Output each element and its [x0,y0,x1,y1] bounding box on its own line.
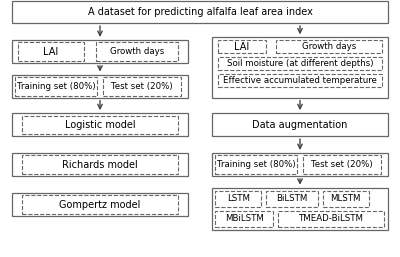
Text: Effective accumulated temperature: Effective accumulated temperature [223,76,377,85]
FancyBboxPatch shape [278,211,384,227]
Text: Test set (20%): Test set (20%) [311,160,373,169]
FancyBboxPatch shape [96,42,178,61]
FancyBboxPatch shape [303,155,381,174]
Text: A dataset for predicting alfalfa leaf area index: A dataset for predicting alfalfa leaf ar… [88,7,312,17]
FancyBboxPatch shape [212,188,388,230]
Text: Logistic model: Logistic model [65,120,135,130]
Text: Richards model: Richards model [62,160,138,170]
Text: LAI: LAI [234,42,250,51]
Text: MBiLSTM: MBiLSTM [225,214,264,224]
FancyBboxPatch shape [12,1,388,23]
FancyBboxPatch shape [15,77,97,96]
FancyBboxPatch shape [212,153,388,176]
FancyBboxPatch shape [215,211,273,227]
FancyBboxPatch shape [18,42,84,61]
FancyBboxPatch shape [266,191,318,207]
Text: BiLSTM: BiLSTM [276,194,308,204]
FancyBboxPatch shape [22,116,178,134]
Text: Training set (80%): Training set (80%) [217,160,296,169]
FancyBboxPatch shape [215,191,261,207]
Text: LAI: LAI [43,47,59,57]
FancyBboxPatch shape [103,77,181,96]
FancyBboxPatch shape [12,75,188,98]
FancyBboxPatch shape [218,74,382,87]
FancyBboxPatch shape [218,40,266,53]
FancyBboxPatch shape [212,37,388,98]
Text: Test set (20%): Test set (20%) [111,82,173,91]
FancyBboxPatch shape [276,40,382,53]
FancyBboxPatch shape [12,153,188,176]
Text: Training set (80%): Training set (80%) [17,82,96,91]
FancyBboxPatch shape [212,113,388,136]
Text: MLSTM: MLSTM [330,194,361,204]
FancyBboxPatch shape [323,191,369,207]
FancyBboxPatch shape [12,40,188,63]
FancyBboxPatch shape [22,195,178,214]
Text: Gompertz model: Gompertz model [59,200,141,210]
FancyBboxPatch shape [215,155,297,174]
Text: Growth days: Growth days [302,42,356,51]
FancyBboxPatch shape [12,113,188,136]
FancyBboxPatch shape [12,193,188,216]
FancyBboxPatch shape [22,155,178,174]
Text: LSTM: LSTM [227,194,250,204]
Text: Soil moisture (at different depths): Soil moisture (at different depths) [227,59,373,68]
Text: TMEAD-BiLSTM: TMEAD-BiLSTM [298,214,364,224]
FancyBboxPatch shape [218,57,382,70]
Text: Data augmentation: Data augmentation [252,120,348,130]
Text: Growth days: Growth days [110,47,164,56]
